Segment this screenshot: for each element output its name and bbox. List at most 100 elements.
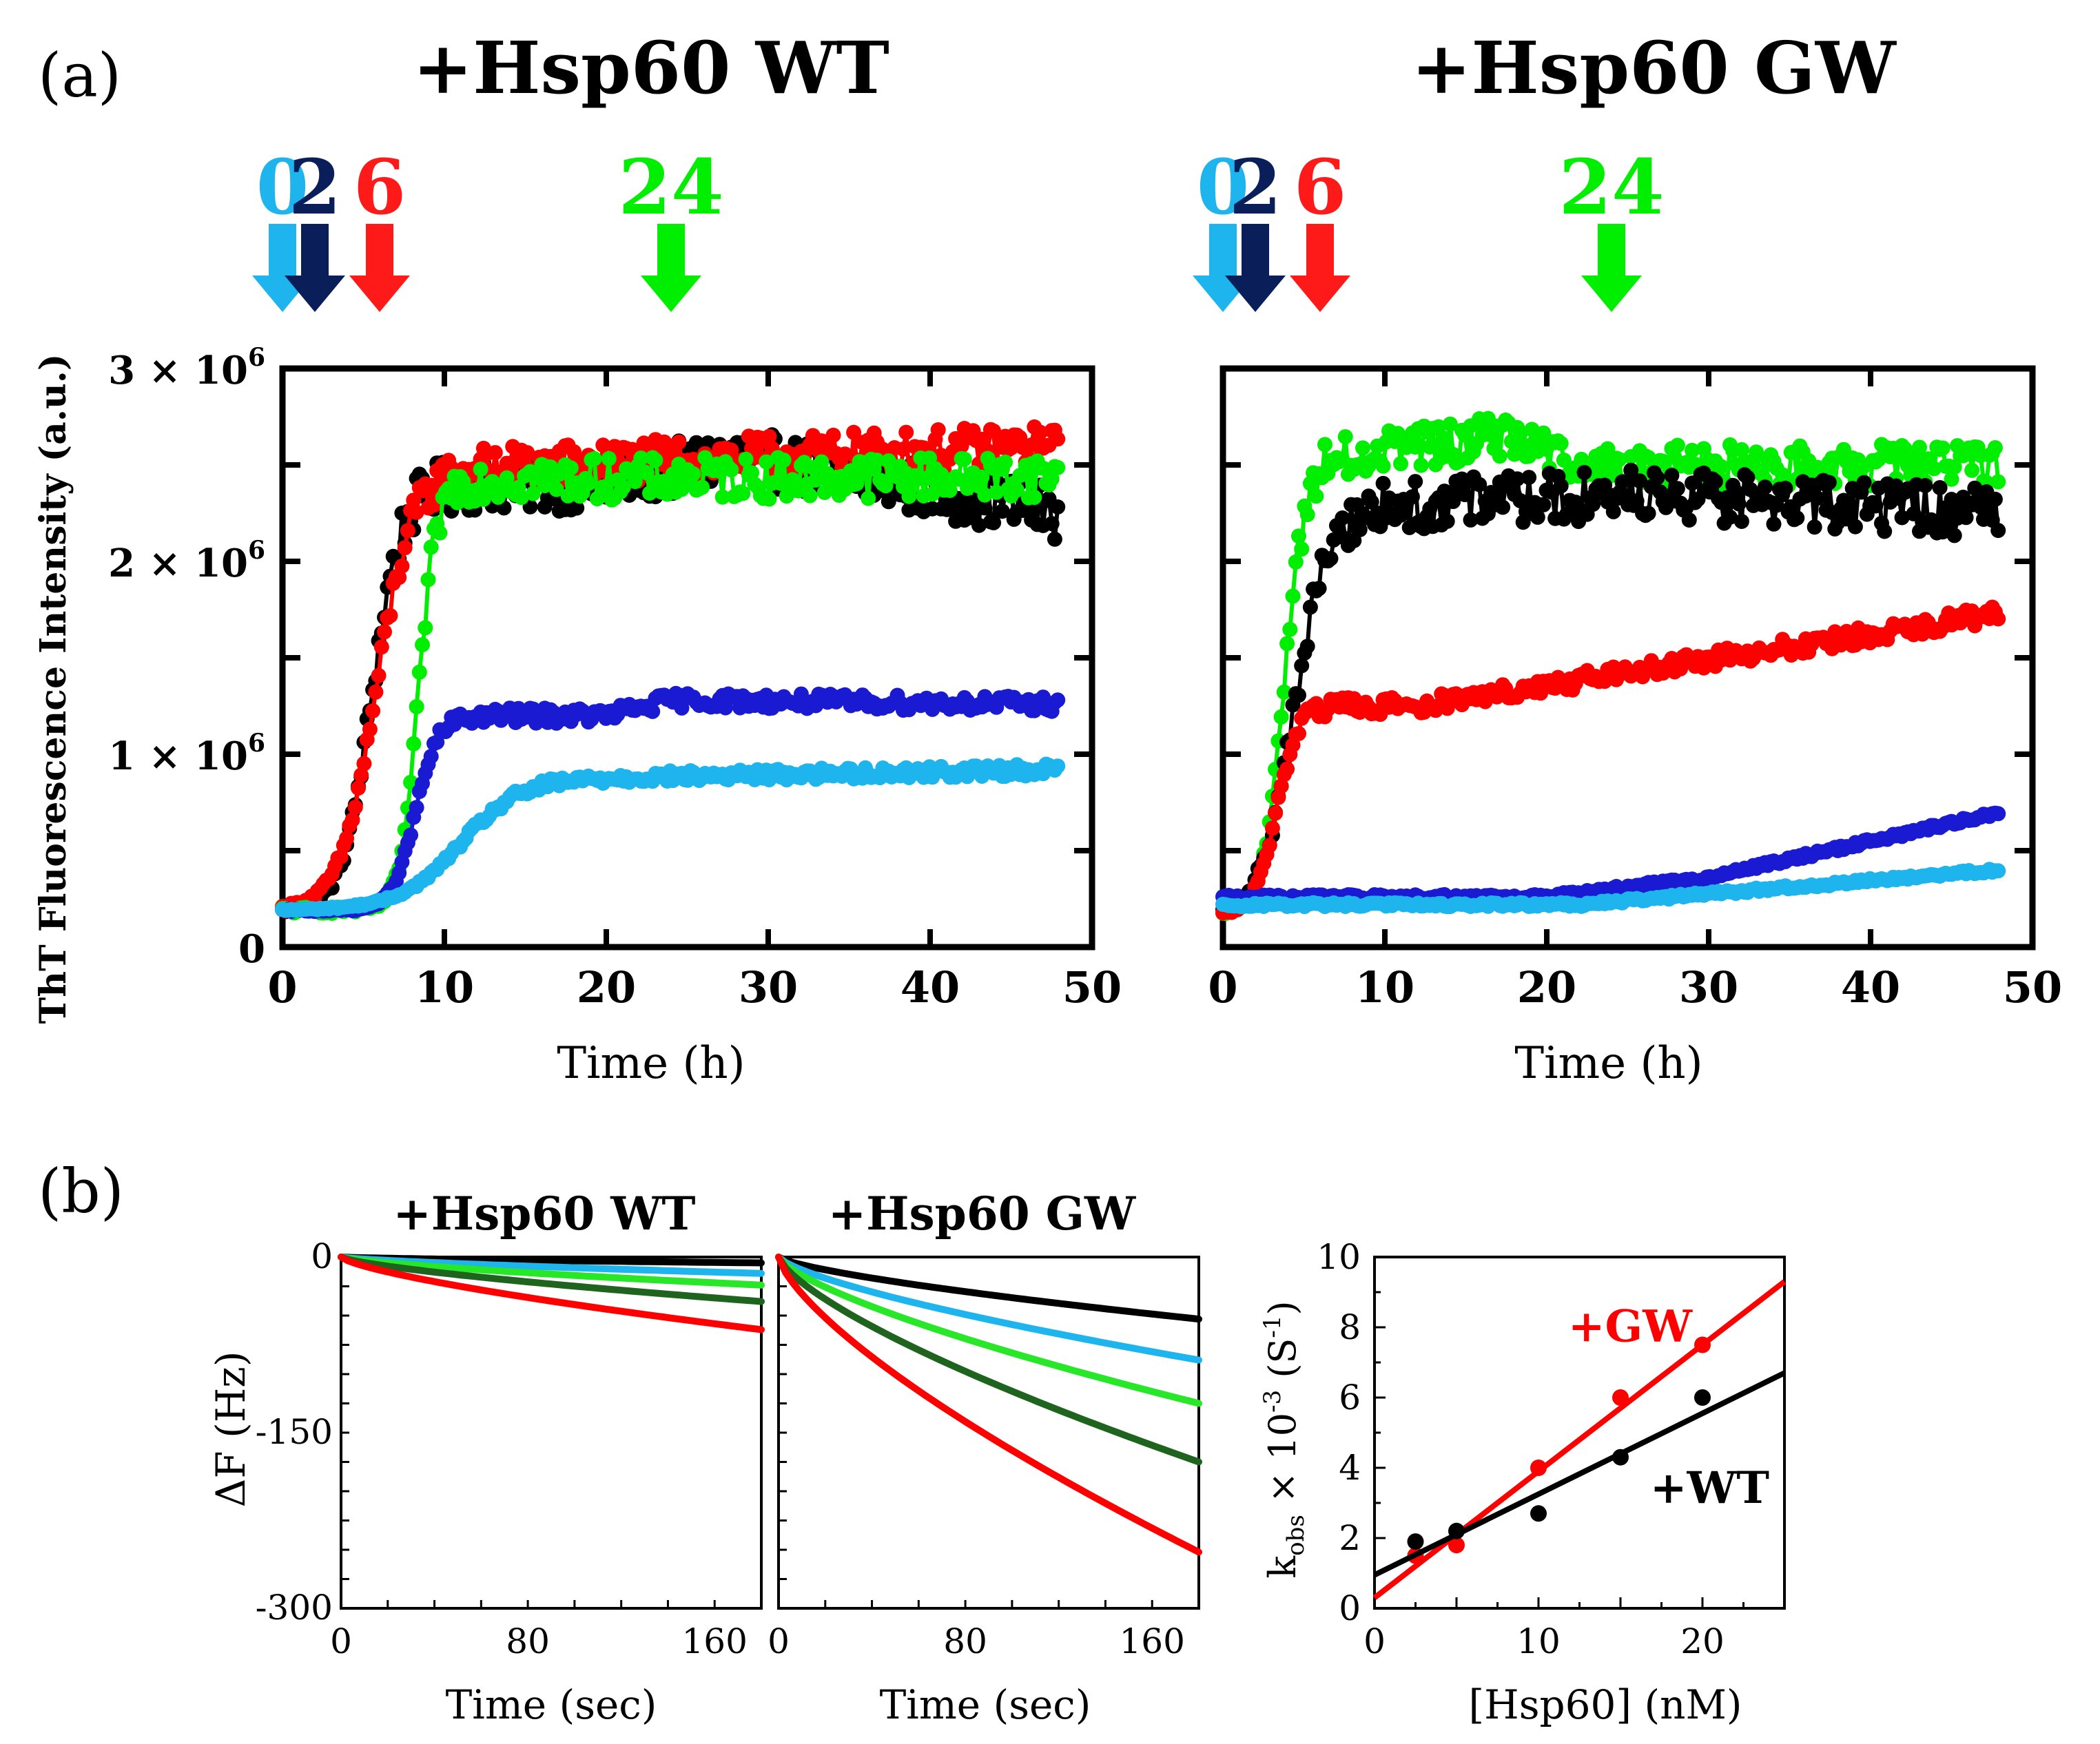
point-a2-0 xyxy=(1299,507,1315,523)
point-a2-0 xyxy=(1408,439,1423,455)
point-a2-0 xyxy=(1291,528,1306,544)
point-a1-1 xyxy=(353,767,369,783)
chart-a2-xtick-label: 20 xyxy=(1517,962,1576,1013)
chart-b3-ytick-label: 0 xyxy=(1339,1588,1361,1628)
chart-b1-ylabel: ΔF (Hz) xyxy=(207,1351,254,1508)
chart-b3-xlabel: [Hsp60] (nM) xyxy=(1469,1681,1742,1728)
point-a2-0 xyxy=(1279,636,1295,652)
kobs-end: ) xyxy=(1261,1300,1304,1315)
point-a2-0 xyxy=(1442,416,1458,432)
chart-b3-marks: 0 10 20 0 2 4 6 8 10 +GW +WT xyxy=(1317,1237,1787,1661)
point-a2-1 xyxy=(1681,512,1697,528)
point-a2-0 xyxy=(1515,437,1531,453)
trace-b2-2 xyxy=(775,1254,1202,1407)
point-a1-2 xyxy=(759,454,774,470)
point-a2-1 xyxy=(1836,492,1851,508)
point-a2-1 xyxy=(1605,504,1621,519)
series-a1-added-0-h xyxy=(275,756,1066,918)
series-a2-no-Hsp60 xyxy=(1215,462,2006,920)
point-a2-0 xyxy=(1393,456,1408,472)
point-a1-2 xyxy=(1036,460,1051,476)
point-a2-0 xyxy=(1437,430,1452,446)
chart-b3-ytick-label: 8 xyxy=(1339,1307,1361,1347)
point-a1-2 xyxy=(861,490,876,506)
kobs-point-wt xyxy=(1612,1449,1629,1466)
point-a1-3 xyxy=(1036,689,1051,705)
point-a1-3 xyxy=(1050,692,1066,708)
point-a2-1 xyxy=(1363,494,1379,510)
point-a1-0 xyxy=(569,500,585,516)
point-a2-2 xyxy=(1279,761,1295,777)
chart-a1-xtick-label: 0 xyxy=(267,962,297,1013)
point-a2-1 xyxy=(1530,509,1545,525)
point-a1-2 xyxy=(1027,490,1042,506)
point-a2-1 xyxy=(1457,487,1473,503)
point-a2-2 xyxy=(1291,726,1306,741)
chart-b2-xtick-label: 80 xyxy=(943,1621,987,1661)
point-a1-2 xyxy=(761,491,777,507)
fit-line-wt xyxy=(1373,1370,1786,1578)
point-a2-1 xyxy=(1868,498,1884,514)
chart-a1-ytick-label: 3 × 106 xyxy=(108,343,265,393)
point-a1-2 xyxy=(598,479,614,495)
point-a2-1 xyxy=(1757,479,1773,495)
point-a1-2 xyxy=(878,478,894,494)
point-a2-1 xyxy=(1722,509,1738,525)
point-a1-2 xyxy=(648,453,663,468)
point-a2-1 xyxy=(1323,550,1339,566)
point-a2-2 xyxy=(1346,691,1362,707)
series-a2-added-0-h xyxy=(1215,862,2006,915)
point-a2-1 xyxy=(1847,519,1863,534)
point-a2-1 xyxy=(1352,522,1368,537)
point-a1-0 xyxy=(688,435,704,450)
arrow-label-a1-6: 6 xyxy=(353,143,406,231)
point-a1-2 xyxy=(423,539,439,555)
point-a1-2 xyxy=(714,489,730,505)
chart-b1-marks: 0 80 160 0 -150 -300 xyxy=(256,1236,765,1661)
point-a1-2 xyxy=(633,450,649,466)
point-a1-2 xyxy=(694,479,710,495)
kobs-point-wt xyxy=(1694,1389,1711,1406)
point-a1-1 xyxy=(487,445,503,461)
chart-a2-xtick-label: 50 xyxy=(2003,962,2062,1013)
chart-b1-xtick-label: 160 xyxy=(682,1621,748,1661)
point-a2-1 xyxy=(1944,492,1959,507)
chart-a2-xtick-label: 40 xyxy=(1841,962,1900,1013)
trace-b1-2 xyxy=(338,1254,765,1289)
trace-b2-0 xyxy=(775,1254,1202,1323)
trace-b2-1 xyxy=(775,1254,1202,1364)
kobs-point-gw xyxy=(1530,1460,1547,1476)
chart-a2-title: +Hsp60 GW xyxy=(1411,25,1897,110)
point-a1-1 xyxy=(368,684,384,700)
point-a1-1 xyxy=(373,639,389,655)
point-a2-1 xyxy=(1576,465,1592,480)
point-a1-1 xyxy=(339,831,355,847)
point-a1-2 xyxy=(808,473,824,488)
point-a1-1 xyxy=(898,424,914,440)
point-a2-1 xyxy=(1375,475,1391,491)
kobs-rest: (S xyxy=(1261,1338,1304,1390)
point-a1-1 xyxy=(519,445,535,461)
point-a1-0 xyxy=(881,494,896,510)
point-a1-2 xyxy=(735,486,751,501)
series-a1-added-24-h xyxy=(275,450,1066,921)
point-a2-1 xyxy=(1809,490,1825,506)
arrow-a1-6h xyxy=(349,224,410,312)
point-a1-2 xyxy=(1050,459,1066,475)
point-a2-1 xyxy=(1740,470,1756,486)
point-a2-1 xyxy=(1393,508,1408,523)
point-a1-3 xyxy=(403,827,419,843)
point-a2-1 xyxy=(1294,658,1310,674)
point-a2-1 xyxy=(1495,499,1511,515)
point-a2-0 xyxy=(1944,471,1959,487)
point-a1-2 xyxy=(513,490,529,506)
point-a1-2 xyxy=(998,454,1013,470)
point-a2-1 xyxy=(1707,474,1723,490)
point-a2-1 xyxy=(1631,473,1647,489)
point-a1-2 xyxy=(1009,482,1025,498)
point-a2-0 xyxy=(1713,459,1729,475)
point-a1-2 xyxy=(449,495,465,510)
